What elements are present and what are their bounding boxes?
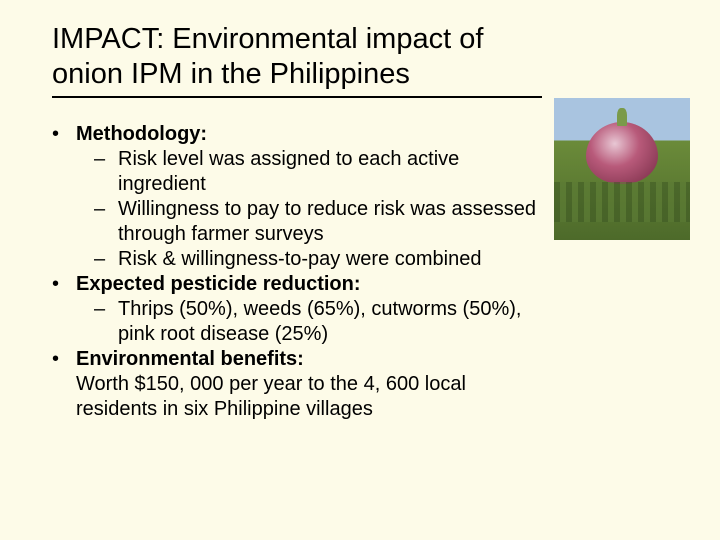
sub-bullet: Thrips (50%), weeds (65%), cutworms (50%… xyxy=(118,297,542,347)
slide-body: Methodology: Risk level was assigned to … xyxy=(52,122,542,422)
bullet-label: Environmental benefits: xyxy=(76,348,304,370)
onion-icon xyxy=(586,122,658,184)
sub-bullet: Risk & willingness-to-pay were combined xyxy=(118,247,542,272)
field-texture xyxy=(554,182,690,222)
bullet-label: Methodology: xyxy=(76,123,207,145)
bullet-reduction: Expected pesticide reduction: Thrips (50… xyxy=(76,272,542,347)
sub-bullet: Willingness to pay to reduce risk was as… xyxy=(118,197,542,247)
slide-title: IMPACT: Environmental impact of onion IP… xyxy=(52,22,542,98)
bullet-methodology: Methodology: Risk level was assigned to … xyxy=(76,122,542,272)
bullet-body: Worth $150, 000 per year to the 4, 600 l… xyxy=(76,372,542,422)
onion-field-photo xyxy=(554,98,690,240)
sub-bullet: Risk level was assigned to each active i… xyxy=(118,147,542,197)
bullet-label: Expected pesticide reduction: xyxy=(76,273,361,295)
bullet-benefits: Environmental benefits: Worth $150, 000 … xyxy=(76,347,542,422)
